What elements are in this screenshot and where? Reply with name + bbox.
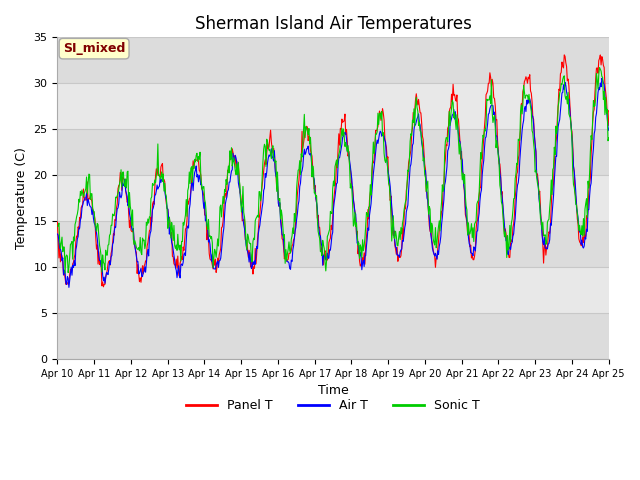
Sonic T bbox=[605, 135, 612, 141]
Air T bbox=[177, 262, 185, 268]
Panel T bbox=[177, 257, 185, 263]
X-axis label: Time: Time bbox=[317, 384, 348, 397]
Panel T bbox=[121, 177, 129, 183]
Bar bbox=[58, 267, 609, 313]
Bar bbox=[58, 37, 609, 83]
Line: Sonic T: Sonic T bbox=[58, 68, 609, 273]
Panel T bbox=[63, 280, 71, 286]
Air T bbox=[65, 285, 73, 290]
Sonic T bbox=[61, 270, 69, 276]
Sonic T bbox=[54, 223, 61, 229]
Legend: Panel T, Air T, Sonic T: Panel T, Air T, Sonic T bbox=[181, 394, 485, 417]
Sonic T bbox=[206, 233, 214, 239]
Bar bbox=[58, 221, 609, 267]
Text: SI_mixed: SI_mixed bbox=[63, 42, 125, 55]
Panel T bbox=[54, 219, 61, 225]
Panel T bbox=[206, 256, 214, 262]
Title: Sherman Island Air Temperatures: Sherman Island Air Temperatures bbox=[195, 15, 472, 33]
Air T bbox=[605, 128, 612, 133]
Bar bbox=[58, 313, 609, 359]
Panel T bbox=[605, 122, 612, 128]
Sonic T bbox=[121, 184, 129, 190]
Sonic T bbox=[417, 129, 425, 135]
Sonic T bbox=[64, 270, 72, 276]
Bar bbox=[58, 129, 609, 175]
Air T bbox=[417, 130, 425, 136]
Air T bbox=[121, 176, 129, 182]
Panel T bbox=[561, 52, 568, 58]
Sonic T bbox=[596, 65, 604, 71]
Air T bbox=[54, 231, 61, 237]
Air T bbox=[401, 225, 408, 230]
Air T bbox=[63, 274, 71, 279]
Panel T bbox=[100, 284, 108, 289]
Bar bbox=[58, 83, 609, 129]
Air T bbox=[206, 241, 214, 247]
Y-axis label: Temperature (C): Temperature (C) bbox=[15, 147, 28, 249]
Line: Air T: Air T bbox=[58, 78, 609, 288]
Air T bbox=[598, 75, 605, 81]
Panel T bbox=[401, 204, 408, 210]
Line: Panel T: Panel T bbox=[58, 55, 609, 287]
Panel T bbox=[417, 110, 425, 116]
Sonic T bbox=[401, 203, 408, 208]
Bar bbox=[58, 175, 609, 221]
Sonic T bbox=[177, 258, 185, 264]
